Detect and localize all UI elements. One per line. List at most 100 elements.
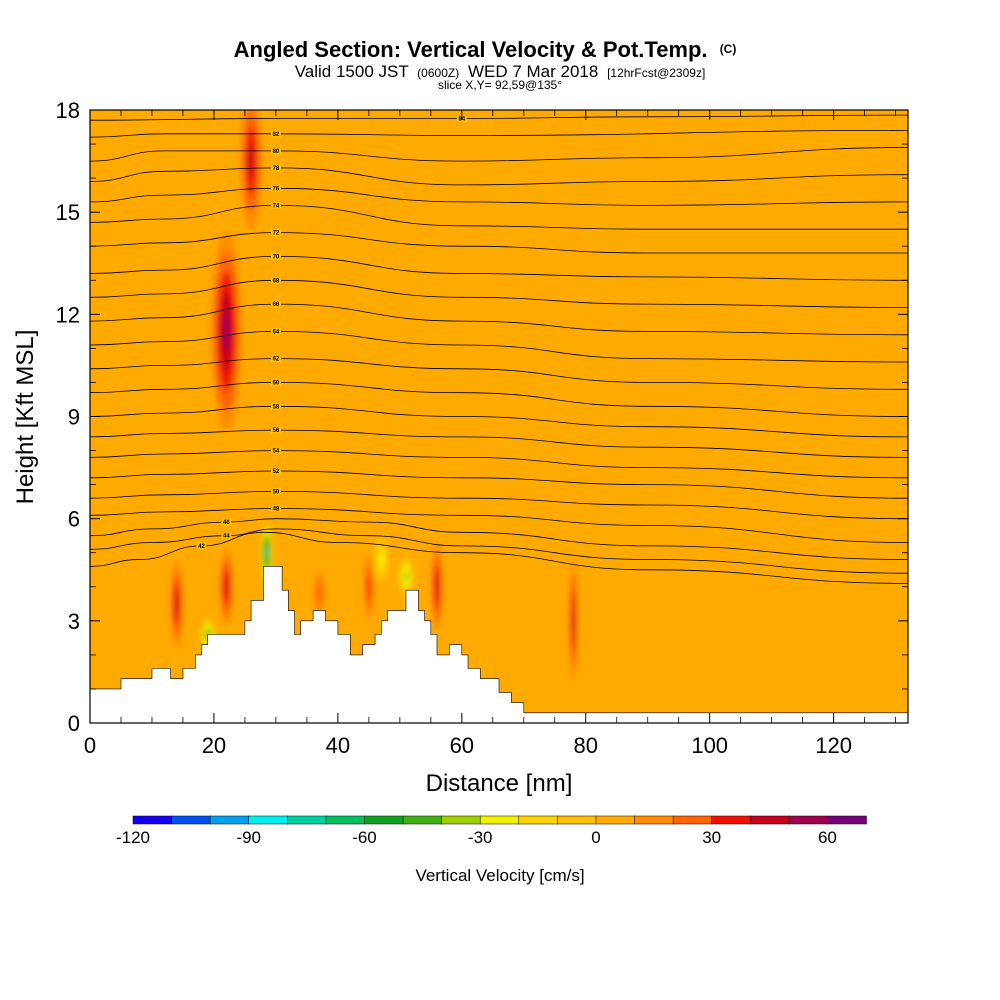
- velocity-cell: [567, 545, 579, 696]
- theta-contour-line: [90, 232, 908, 254]
- plot-area: 8482807876747270686664626058565452504846…: [89, 109, 909, 724]
- theta-contour-label: 82: [273, 132, 280, 138]
- theta-label-bg: [270, 184, 281, 192]
- colorbar-swatch: [248, 815, 289, 825]
- theta-label-bg: [270, 229, 281, 237]
- theta-contour-label: 52: [273, 469, 280, 475]
- colorbar-swatch: [287, 815, 327, 825]
- y-axis: 0 3 6 9 12 15 18: [56, 98, 908, 736]
- x-axis-label: Distance [nm]: [426, 770, 573, 797]
- x-tick-label: 60: [450, 733, 474, 758]
- theta-label-bg: [270, 201, 281, 209]
- theta-contour-label: 58: [273, 404, 280, 410]
- colorbar-swatch: [132, 815, 173, 825]
- colorbar-tick-label: -30: [468, 828, 493, 847]
- theta-label-bg: [270, 164, 281, 172]
- theta-label-bg: [270, 355, 281, 363]
- theta-label-bg: [270, 327, 281, 335]
- colorbar-tick-label: -120: [116, 828, 150, 847]
- velocity-cell-band: [265, 548, 268, 557]
- theta-contour-line: [90, 187, 908, 206]
- theta-contour-label: 56: [273, 428, 280, 434]
- y-tick-label: 18: [56, 98, 80, 123]
- colorbar-swatch: [557, 815, 597, 825]
- velocity-cell: [237, 110, 265, 247]
- subtitle-date: WED 7 Mar 2018: [468, 62, 598, 81]
- x-tick-label: 0: [84, 733, 96, 758]
- theta-contour-line: [90, 204, 908, 230]
- colorbar: -120 -90 -60 -30 0 30 60 Vertical Velocity [cm…: [116, 815, 867, 885]
- y-axis-label: Height [Kft MSL]: [12, 330, 39, 505]
- velocity-cell: [429, 532, 445, 642]
- theta-label-bg: [270, 130, 281, 138]
- theta-contours: 8482807876747270686664626058565452504846…: [90, 114, 908, 584]
- colorbar-tick-label: -60: [352, 828, 377, 847]
- velocity-cell-band: [378, 551, 384, 568]
- theta-contour-label: 74: [273, 203, 280, 209]
- subtitle-zulu: (0600Z): [417, 66, 459, 80]
- colorbar-swatch: [325, 815, 366, 825]
- theta-contour-line: [90, 381, 908, 417]
- theta-label-bg: [270, 402, 281, 410]
- theta-contour-label: 72: [273, 231, 280, 237]
- terrain-mask: [90, 566, 908, 723]
- theta-label-bg: [221, 518, 232, 526]
- theta-label-bg: [270, 504, 281, 512]
- theta-label-bg: [270, 147, 281, 155]
- colorbar-swatch: [750, 815, 790, 825]
- colorbar-swatches: [132, 815, 867, 825]
- y-tick-label: 15: [56, 200, 80, 225]
- y-tick-label: 6: [68, 507, 80, 532]
- theta-label-bg: [270, 300, 281, 308]
- theta-label-bg: [270, 467, 281, 475]
- velocity-cell-band: [248, 144, 254, 179]
- theta-contour-line: [90, 114, 908, 121]
- velocity-cell-band: [572, 605, 575, 636]
- x-tick-label: 40: [326, 733, 350, 758]
- colorbar-swatch: [672, 815, 713, 825]
- theta-contour-label: 50: [273, 489, 280, 495]
- theta-label-bg: [270, 252, 281, 260]
- theta-contour-label: 68: [273, 278, 280, 284]
- theta-contour-line: [90, 279, 908, 308]
- minor-ticks: [90, 110, 908, 723]
- colorbar-tick-label: 60: [818, 828, 837, 847]
- theta-contour-line: [90, 167, 908, 186]
- slice-label: slice X,Y= 92,59@135°: [438, 78, 562, 92]
- theta-contour-label: 54: [273, 449, 280, 455]
- y-tick-label: 3: [68, 609, 80, 634]
- theta-contour-line: [90, 255, 908, 281]
- colorbar-swatch: [479, 815, 520, 825]
- theta-contour-label: 46: [223, 520, 230, 526]
- y-tick-label: 12: [56, 302, 80, 327]
- theta-label-bg: [270, 487, 281, 495]
- x-tick-label: 100: [691, 733, 728, 758]
- colorbar-swatch: [595, 815, 636, 825]
- subtitle-valid: Valid 1500 JST: [295, 62, 409, 81]
- chart-subtitle: Valid 1500 JST (0600Z) WED 7 Mar 2018 [1…: [295, 62, 706, 81]
- colorbar-swatch: [634, 815, 674, 825]
- velocity-cell: [373, 535, 389, 584]
- colorbar-swatch: [518, 815, 559, 825]
- velocity-cell: [168, 549, 185, 659]
- theta-contour-label: 76: [273, 186, 280, 192]
- theta-contour-line: [90, 508, 908, 543]
- theta-contour-label: 62: [273, 357, 280, 363]
- colorbar-ticks: -120 -90 -60 -30 0 30 60: [116, 828, 837, 847]
- theta-contour-label: 64: [273, 329, 280, 335]
- velocity-cell: [397, 556, 415, 597]
- theta-contour-line: [90, 490, 908, 520]
- theta-contour-label: 78: [273, 166, 280, 172]
- theta-label-bg: [221, 532, 232, 540]
- velocity-cell-band: [404, 571, 409, 582]
- x-tick-label: 20: [202, 733, 226, 758]
- x-tick-label: 120: [815, 733, 852, 758]
- colorbar-swatch: [788, 815, 829, 825]
- theta-label-bg: [270, 276, 281, 284]
- theta-contour-line: [90, 358, 908, 390]
- colorbar-swatch: [209, 815, 250, 825]
- velocity-cell-band: [224, 577, 229, 597]
- y-tick-label: 0: [68, 711, 80, 736]
- theta-contour-label: 60: [273, 380, 280, 386]
